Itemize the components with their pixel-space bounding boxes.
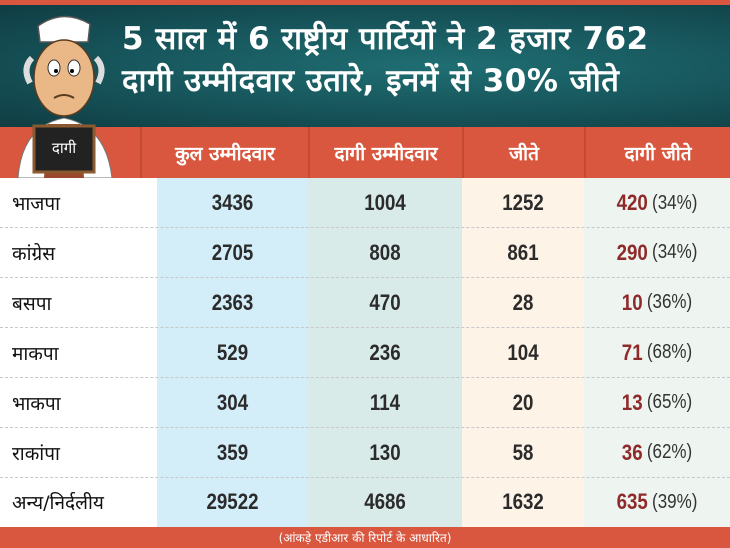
politician-cartoon-illustration — [17, 15, 113, 178]
tainted-won-count: 420 — [616, 190, 648, 215]
top-accent-bar — [0, 0, 730, 5]
tainted-won-percent: (68%) — [646, 341, 693, 364]
won: 1252 — [502, 190, 544, 215]
source-footnote: (आंकड़े एडीआर की रिपोर्ट के आधारित) — [0, 527, 730, 548]
tainted-won-percent: (62%) — [646, 441, 693, 463]
total-candidates: 359 — [216, 439, 249, 465]
party-name: भाजपा — [12, 193, 61, 215]
tainted-candidates: 4686 — [364, 489, 406, 515]
tainted-won-count: 13 — [621, 389, 643, 415]
tainted-won-count: 635 — [616, 489, 648, 515]
total-candidates: 2705 — [211, 239, 254, 265]
board-label: दागी — [51, 139, 77, 157]
tainted-won-count: 10 — [621, 289, 643, 315]
tainted-won-percent: (39%) — [652, 490, 698, 513]
table-row: राकांपा 359 130 58 36 (62%) — [0, 428, 730, 478]
column-bg-tainted — [308, 178, 462, 527]
header-tainted-won: दागी जीते — [584, 127, 730, 178]
tainted-candidates: 114 — [369, 389, 401, 415]
tainted-won: 10 (36%) — [595, 278, 719, 328]
tainted-candidates: 808 — [369, 239, 401, 265]
table-row: कांग्रेस 2705 808 861 290 (34%) — [0, 228, 730, 278]
tainted-won: 71 (68%) — [595, 328, 719, 378]
tainted-won: 635 (39%) — [595, 477, 719, 527]
total-candidates: 29522 — [206, 489, 259, 515]
tainted-won-percent: (34%) — [652, 191, 698, 214]
total-candidates: 304 — [216, 389, 249, 415]
headline-line-1: 5 साल में 6 राष्ट्रीय पार्टियों ने 2 हजा… — [122, 21, 649, 57]
column-bg-won — [462, 178, 584, 527]
tainted-won-count: 36 — [621, 439, 643, 465]
party-name: भाकपा — [12, 392, 61, 415]
headline-line-2: दागी उम्मीदवार उतारे, इनमें से 30% जीते — [122, 63, 620, 99]
table-row: अन्य/निर्दलीय 29522 4686 1632 635 (39%) — [0, 477, 730, 527]
tainted-candidates: 470 — [369, 289, 401, 315]
title-banner — [0, 5, 730, 127]
table-row: भाजपा 3436 1004 1252 420 (34%) — [0, 178, 730, 228]
won: 861 — [507, 239, 539, 265]
won: 1632 — [502, 489, 544, 515]
tainted-won-count: 71 — [621, 339, 643, 365]
tainted-candidates: 130 — [369, 439, 401, 465]
total-candidates: 529 — [216, 339, 249, 365]
party-name: कांग्रेस — [12, 242, 56, 265]
tainted-won: 290 (34%) — [595, 228, 719, 278]
tainted-candidates: 1004 — [364, 190, 406, 215]
tainted-won-percent: (36%) — [646, 291, 693, 314]
party-name: अन्य/निर्दलीय — [12, 492, 104, 515]
won: 28 — [512, 289, 534, 315]
won: 104 — [507, 339, 539, 365]
headline: 5 साल में 6 राष्ट्रीय पार्टियों ने 2 हजा… — [122, 18, 722, 102]
tainted-won-percent: (65%) — [646, 391, 693, 414]
total-candidates: 3436 — [211, 190, 254, 215]
table-row: भाकपा 304 114 20 13 (65%) — [0, 378, 730, 428]
tainted-won-percent: (34%) — [652, 241, 698, 264]
header-won: जीते — [462, 127, 584, 178]
header-total-candidates: कुल उम्मीदवार — [140, 127, 308, 178]
tainted-won: 36 (62%) — [595, 428, 719, 478]
won: 58 — [512, 439, 534, 465]
tainted-won-count: 290 — [616, 239, 648, 265]
column-bg-total — [157, 178, 308, 527]
table-row: माकपा 529 236 104 71 (68%) — [0, 328, 730, 378]
header-row — [0, 127, 730, 178]
header-tainted-candidates: दागी उम्मीदवार — [308, 127, 462, 178]
column-bg-tainted-won — [584, 178, 730, 527]
party-name: राकांपा — [12, 442, 60, 465]
won: 20 — [512, 389, 534, 415]
party-name: माकपा — [12, 342, 59, 365]
party-name: बसपा — [12, 292, 52, 315]
tainted-won: 420 (34%) — [595, 178, 719, 228]
tainted-won: 13 (65%) — [595, 378, 719, 428]
total-candidates: 2363 — [211, 289, 254, 315]
table-row: बसपा 2363 470 28 10 (36%) — [0, 278, 730, 328]
tainted-candidates: 236 — [369, 339, 401, 365]
